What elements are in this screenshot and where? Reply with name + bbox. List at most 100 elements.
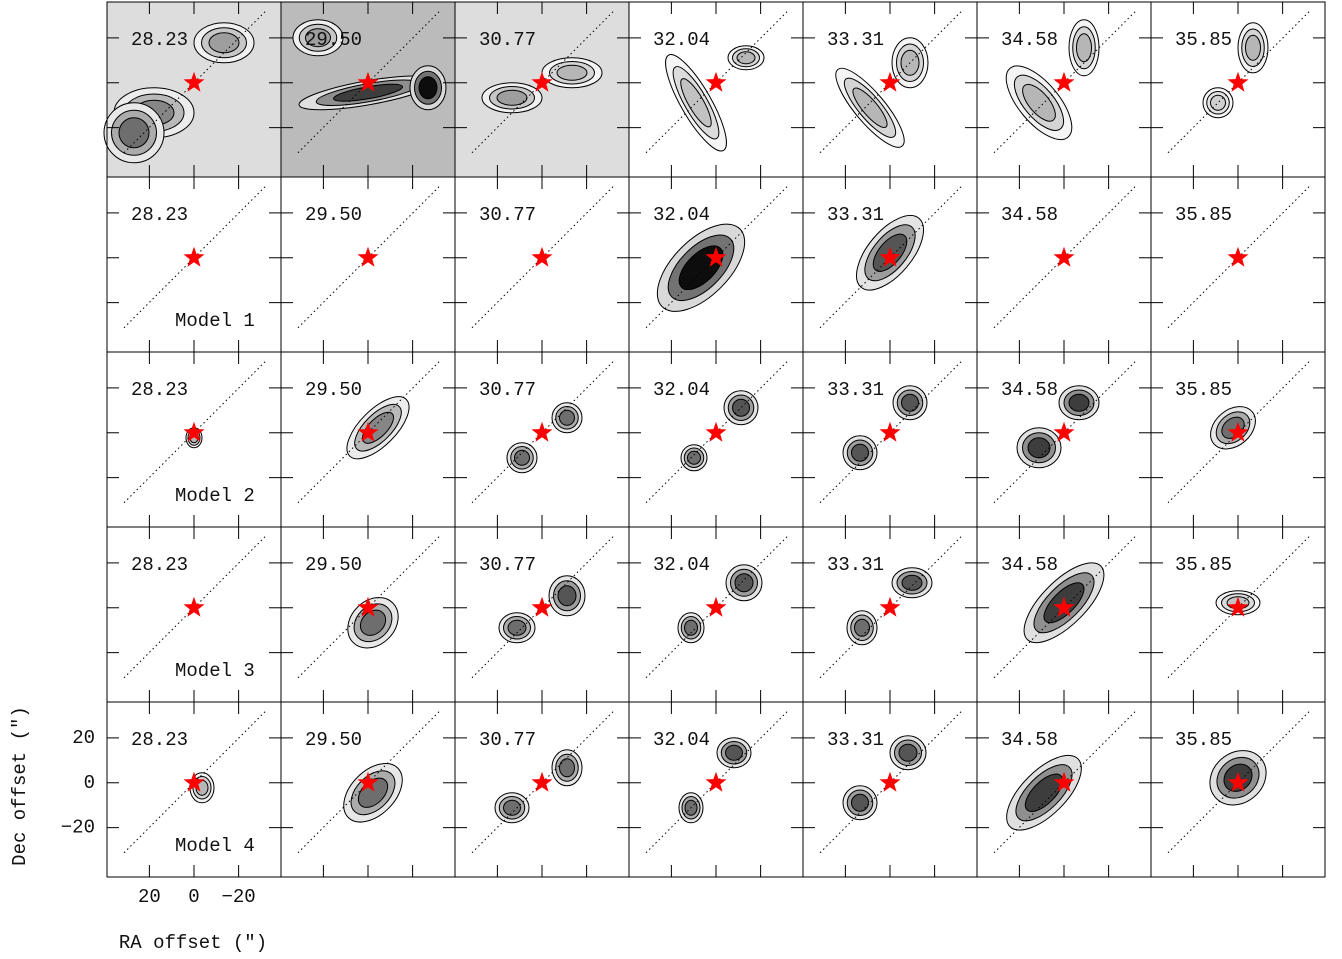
y-tick-label: −20 bbox=[61, 817, 95, 839]
channel-label: 32.04 bbox=[653, 204, 710, 226]
contour bbox=[496, 89, 528, 106]
contour bbox=[1245, 34, 1261, 61]
channel-label: 35.85 bbox=[1175, 29, 1232, 51]
contour bbox=[503, 799, 521, 816]
star bbox=[1053, 421, 1075, 442]
star bbox=[183, 421, 205, 442]
star bbox=[1227, 71, 1249, 92]
star bbox=[183, 246, 205, 267]
contour bbox=[851, 443, 869, 462]
star bbox=[1053, 246, 1075, 267]
contour bbox=[359, 609, 387, 636]
contour bbox=[684, 619, 698, 636]
contour bbox=[208, 32, 240, 54]
channel-label: 34.58 bbox=[1001, 204, 1058, 226]
channel-label: 29.50 bbox=[305, 204, 362, 226]
y-tick-label: 0 bbox=[84, 772, 95, 794]
contour bbox=[854, 618, 870, 637]
contour bbox=[118, 117, 150, 149]
contour bbox=[901, 574, 923, 591]
channel-label: 29.50 bbox=[305, 29, 362, 51]
x-tick-label: −20 bbox=[222, 886, 256, 908]
contour bbox=[851, 793, 869, 812]
channel-label: 30.77 bbox=[479, 554, 536, 576]
channel-label: 34.58 bbox=[1001, 29, 1058, 51]
star bbox=[879, 596, 901, 617]
contour bbox=[559, 409, 575, 426]
star bbox=[1227, 421, 1249, 442]
channel-label: 28.23 bbox=[131, 379, 188, 401]
channel-label: 33.31 bbox=[827, 29, 884, 51]
star bbox=[531, 771, 553, 792]
channel-label: 28.23 bbox=[131, 554, 188, 576]
channel-label: 33.31 bbox=[827, 204, 884, 226]
star bbox=[531, 71, 553, 92]
contour bbox=[1022, 83, 1056, 122]
contour bbox=[559, 758, 575, 778]
channel-label: 35.85 bbox=[1175, 379, 1232, 401]
contour bbox=[725, 744, 743, 761]
channel-label: 34.58 bbox=[1001, 554, 1058, 576]
channel-label: 32.04 bbox=[653, 29, 710, 51]
channel-label: 32.04 bbox=[653, 729, 710, 751]
star bbox=[879, 771, 901, 792]
star bbox=[1053, 596, 1075, 617]
star bbox=[705, 71, 727, 92]
channel-label: 35.85 bbox=[1175, 729, 1232, 751]
channel-label: 28.23 bbox=[131, 204, 188, 226]
channel-label: 30.77 bbox=[479, 29, 536, 51]
row-label: Model 2 bbox=[175, 485, 255, 507]
channel-label: 32.04 bbox=[653, 379, 710, 401]
contour bbox=[418, 76, 438, 100]
contour bbox=[901, 393, 919, 412]
star bbox=[357, 71, 379, 92]
star bbox=[879, 421, 901, 442]
channel-label: 33.31 bbox=[827, 554, 884, 576]
star bbox=[357, 421, 379, 442]
star bbox=[705, 596, 727, 617]
channel-label: 34.58 bbox=[1001, 729, 1058, 751]
star bbox=[183, 771, 205, 792]
star bbox=[531, 596, 553, 617]
channel-label: 34.58 bbox=[1001, 379, 1058, 401]
contour bbox=[898, 743, 918, 762]
star bbox=[705, 421, 727, 442]
star bbox=[1227, 596, 1249, 617]
star bbox=[705, 246, 727, 267]
channel-label: 33.31 bbox=[827, 379, 884, 401]
contour bbox=[687, 450, 701, 465]
star bbox=[357, 246, 379, 267]
contour bbox=[852, 87, 888, 129]
map-background bbox=[455, 2, 629, 177]
contour bbox=[556, 64, 588, 81]
star bbox=[183, 596, 205, 617]
channel-label: 29.50 bbox=[305, 379, 362, 401]
contour bbox=[734, 573, 754, 593]
channel-label: 35.85 bbox=[1175, 554, 1232, 576]
contour bbox=[557, 585, 577, 607]
star bbox=[1227, 771, 1249, 792]
channel-label: 28.23 bbox=[131, 729, 188, 751]
star bbox=[879, 246, 901, 267]
x-tick-label: 20 bbox=[138, 886, 161, 908]
channel-label: 35.85 bbox=[1175, 204, 1232, 226]
y-tick-label: 20 bbox=[72, 727, 95, 749]
channel-label: 32.04 bbox=[653, 554, 710, 576]
row-label: Model 3 bbox=[175, 660, 255, 682]
contour bbox=[1210, 94, 1226, 111]
channel-label: 29.50 bbox=[305, 554, 362, 576]
star bbox=[357, 596, 379, 617]
contour bbox=[1076, 33, 1092, 63]
y-axis-title: Dec offset (″) bbox=[9, 706, 31, 866]
channel-label: 29.50 bbox=[305, 729, 362, 751]
star bbox=[531, 421, 553, 442]
star bbox=[531, 246, 553, 267]
star bbox=[357, 771, 379, 792]
star bbox=[183, 71, 205, 92]
contour bbox=[305, 28, 331, 48]
channel-label: 28.23 bbox=[131, 29, 188, 51]
channel-label: 30.77 bbox=[479, 729, 536, 751]
contour bbox=[514, 449, 530, 466]
channel-label: 30.77 bbox=[479, 204, 536, 226]
star bbox=[1227, 246, 1249, 267]
